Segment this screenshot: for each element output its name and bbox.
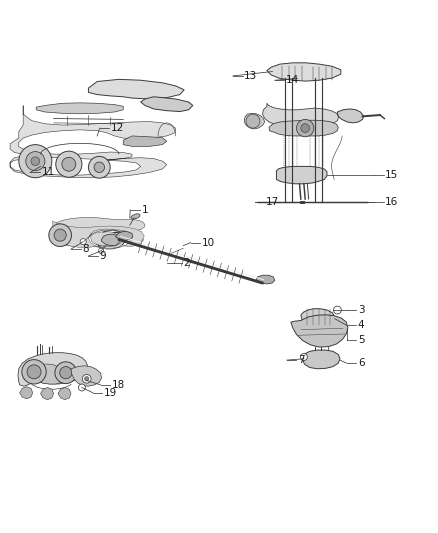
Text: 10: 10 xyxy=(202,238,215,247)
Polygon shape xyxy=(244,114,265,129)
Text: 13: 13 xyxy=(244,71,258,81)
Text: 14: 14 xyxy=(286,75,299,85)
Circle shape xyxy=(297,119,314,137)
Text: 17: 17 xyxy=(266,197,279,207)
Polygon shape xyxy=(123,136,167,147)
Circle shape xyxy=(300,353,307,360)
Polygon shape xyxy=(276,166,327,184)
Circle shape xyxy=(55,362,77,384)
Polygon shape xyxy=(141,97,193,111)
Text: 9: 9 xyxy=(100,251,106,261)
Circle shape xyxy=(80,239,86,245)
Circle shape xyxy=(60,367,72,379)
Circle shape xyxy=(85,377,89,381)
Circle shape xyxy=(88,156,110,178)
Circle shape xyxy=(49,224,71,246)
Circle shape xyxy=(78,384,85,391)
Polygon shape xyxy=(262,103,339,127)
Circle shape xyxy=(26,151,45,171)
Polygon shape xyxy=(269,120,338,136)
Text: 6: 6 xyxy=(358,358,364,368)
Text: 18: 18 xyxy=(112,380,125,390)
Polygon shape xyxy=(51,217,145,248)
Text: 12: 12 xyxy=(111,123,124,133)
Text: 11: 11 xyxy=(42,167,55,177)
Polygon shape xyxy=(116,232,133,240)
Circle shape xyxy=(82,375,91,383)
Circle shape xyxy=(31,157,40,166)
Text: 16: 16 xyxy=(385,197,399,207)
Polygon shape xyxy=(337,109,364,123)
Polygon shape xyxy=(20,386,33,399)
Polygon shape xyxy=(303,350,340,369)
Polygon shape xyxy=(71,366,102,386)
Polygon shape xyxy=(256,275,275,284)
Text: 15: 15 xyxy=(385,170,399,180)
Text: 1: 1 xyxy=(141,205,148,215)
Polygon shape xyxy=(58,387,71,400)
Circle shape xyxy=(99,248,104,254)
Text: 4: 4 xyxy=(358,320,364,330)
Polygon shape xyxy=(24,364,66,384)
Text: 19: 19 xyxy=(104,387,117,398)
Polygon shape xyxy=(41,387,53,400)
Circle shape xyxy=(56,151,82,177)
Circle shape xyxy=(301,124,310,133)
Polygon shape xyxy=(88,79,184,99)
Polygon shape xyxy=(102,235,120,246)
Circle shape xyxy=(333,306,341,314)
Polygon shape xyxy=(53,221,144,249)
Polygon shape xyxy=(267,63,341,81)
Polygon shape xyxy=(10,106,176,177)
Ellipse shape xyxy=(131,214,140,219)
Circle shape xyxy=(62,157,76,171)
Text: 8: 8 xyxy=(82,244,89,254)
Circle shape xyxy=(22,360,46,384)
Polygon shape xyxy=(18,353,88,386)
Circle shape xyxy=(19,144,52,177)
Text: 5: 5 xyxy=(358,335,364,345)
Polygon shape xyxy=(301,309,335,326)
Circle shape xyxy=(27,365,41,379)
Circle shape xyxy=(54,229,66,241)
Text: 3: 3 xyxy=(358,305,364,315)
Circle shape xyxy=(246,114,260,128)
Polygon shape xyxy=(36,103,123,114)
Text: 2: 2 xyxy=(184,259,190,269)
Polygon shape xyxy=(291,315,348,347)
Circle shape xyxy=(94,162,105,173)
Text: 7: 7 xyxy=(298,355,305,365)
